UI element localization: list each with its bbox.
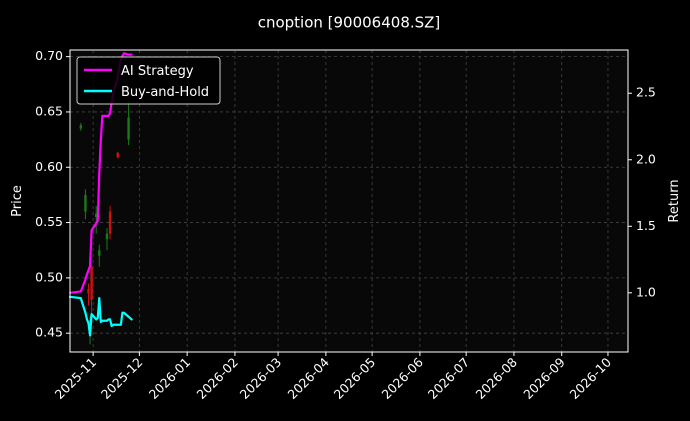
price-tick-label: 0.60 <box>35 159 63 174</box>
price-tick-label: 0.55 <box>35 214 63 229</box>
candle-body <box>98 250 101 256</box>
price-tick-label: 0.50 <box>35 269 63 284</box>
candle-body <box>95 213 98 218</box>
return-tick-label: 1.0 <box>636 284 656 299</box>
candle-body <box>90 266 93 301</box>
candle-body <box>105 233 109 240</box>
legend-box <box>76 56 221 105</box>
candle-body <box>79 125 82 129</box>
candle-body <box>108 211 112 234</box>
candle-body <box>116 152 119 158</box>
price-tick-label: 0.65 <box>35 103 63 118</box>
buyhold-line <box>68 295 133 337</box>
legend-label-strategy: AI Strategy <box>121 64 194 79</box>
strategy-line <box>68 52 133 294</box>
series-lines <box>68 52 133 337</box>
price-axis: 0.45 0.50 0.55 0.60 0.65 0.70 <box>35 48 70 340</box>
price-tick-label: 0.45 <box>35 325 63 340</box>
return-tick-label: 1.5 <box>636 218 656 233</box>
return-axis-title: Return <box>667 179 682 222</box>
price-tick-label: 0.70 <box>35 48 63 63</box>
plot-frame <box>69 49 629 353</box>
price-axis-title: Price <box>10 185 25 217</box>
candle-body <box>87 288 90 294</box>
candle-body <box>127 117 130 140</box>
legend: AI Strategy Buy-and-Hold <box>76 56 221 105</box>
candle-body <box>84 194 87 212</box>
return-axis: 1.0 1.5 2.0 2.5 <box>628 85 656 299</box>
chart-title: cnoption [90006408.SZ] <box>258 14 441 32</box>
return-tick-label: 2.0 <box>636 151 656 166</box>
legend-label-buyhold: Buy-and-Hold <box>121 85 209 100</box>
return-tick-label: 2.5 <box>636 85 656 100</box>
